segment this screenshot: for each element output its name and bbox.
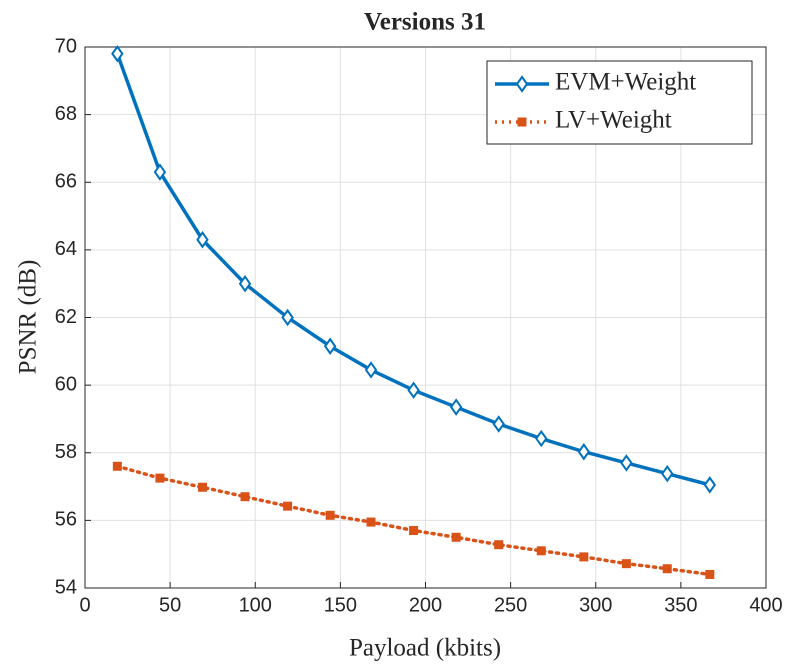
marker: [620, 454, 633, 472]
y-tick-label: 68: [55, 103, 77, 125]
marker: [536, 546, 546, 556]
marker: [196, 231, 209, 249]
marker: [705, 569, 715, 579]
marker: [535, 429, 548, 448]
marker: [364, 361, 378, 379]
chart-title: Versions 31: [364, 9, 486, 36]
marker: [325, 510, 335, 520]
y-tick-label: 58: [55, 441, 77, 463]
marker: [155, 473, 165, 483]
marker: [517, 117, 527, 127]
marker: [281, 308, 294, 327]
marker: [323, 337, 337, 355]
x-tick-label: 400: [749, 594, 782, 616]
x-tick-label: 300: [579, 594, 612, 616]
marker: [662, 564, 672, 574]
marker: [240, 492, 250, 502]
y-tick-label: 64: [55, 238, 77, 260]
marker: [451, 532, 461, 542]
legend-box: [486, 60, 753, 145]
y-tick-label: 60: [55, 373, 77, 395]
plot-frame: [84, 46, 767, 589]
marker: [515, 75, 529, 93]
y-tick-label: 66: [55, 171, 77, 193]
legend: EVM+Weight LV+Weight: [486, 60, 753, 145]
marker: [407, 381, 420, 399]
marker: [577, 443, 591, 461]
x-tick-label: 250: [494, 594, 527, 616]
marker: [409, 526, 419, 536]
marker: [703, 476, 717, 494]
marker: [197, 482, 207, 492]
y-tick-label: 62: [55, 306, 77, 328]
marker: [238, 274, 252, 293]
y-tick-label: 54: [55, 576, 77, 598]
x-tick-label: 50: [159, 594, 181, 616]
marker: [449, 398, 463, 416]
x-axis-label: Payload (kbits): [349, 635, 501, 662]
marker: [153, 163, 167, 181]
x-tick-label: 100: [239, 594, 272, 616]
legend-label: LV+Weight: [555, 107, 672, 134]
x-tick-label: 0: [79, 594, 90, 616]
x-tick-label: 200: [409, 594, 442, 616]
marker: [494, 540, 504, 550]
marker: [661, 464, 674, 483]
marker: [366, 517, 376, 527]
marker: [621, 559, 631, 569]
y-tick-label: 56: [55, 509, 77, 531]
x-tick-label: 350: [664, 594, 697, 616]
marker: [283, 501, 293, 511]
marker: [111, 45, 124, 63]
y-axis-label: PSNR (dB): [15, 260, 42, 375]
x-tick-label: 150: [324, 594, 357, 616]
marker: [492, 415, 505, 433]
y-tick-label: 70: [55, 35, 77, 57]
marker: [579, 552, 589, 562]
marker: [112, 461, 122, 471]
legend-label: EVM+Weight: [555, 69, 696, 96]
